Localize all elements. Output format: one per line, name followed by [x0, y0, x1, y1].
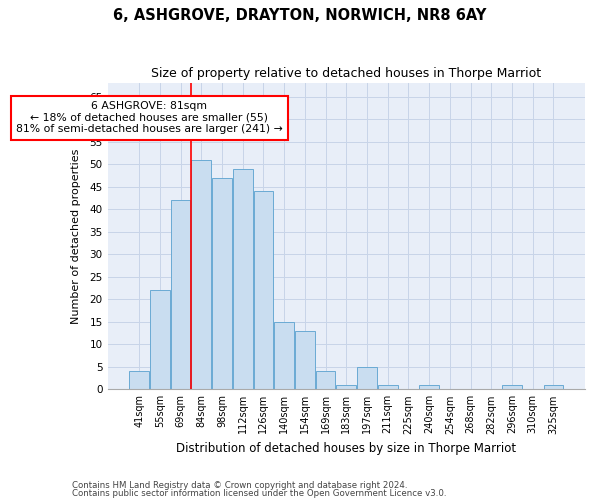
Title: Size of property relative to detached houses in Thorpe Marriot: Size of property relative to detached ho… [151, 68, 541, 80]
Text: 6, ASHGROVE, DRAYTON, NORWICH, NR8 6AY: 6, ASHGROVE, DRAYTON, NORWICH, NR8 6AY [113, 8, 487, 22]
Bar [274, 322, 294, 390]
Text: Contains public sector information licensed under the Open Government Licence v3: Contains public sector information licen… [72, 489, 446, 498]
Bar [191, 160, 211, 390]
Bar [254, 191, 273, 390]
Bar [150, 290, 170, 390]
Text: 6 ASHGROVE: 81sqm
← 18% of detached houses are smaller (55)
81% of semi-detached: 6 ASHGROVE: 81sqm ← 18% of detached hous… [16, 101, 283, 134]
Bar [502, 385, 522, 390]
Text: Contains HM Land Registry data © Crown copyright and database right 2024.: Contains HM Land Registry data © Crown c… [72, 480, 407, 490]
Bar [171, 200, 190, 390]
Bar [357, 367, 377, 390]
Bar [419, 385, 439, 390]
Bar [212, 178, 232, 390]
Bar [544, 385, 563, 390]
Bar [316, 372, 335, 390]
Bar [129, 372, 149, 390]
Bar [337, 385, 356, 390]
Bar [233, 168, 253, 390]
Bar [378, 385, 398, 390]
Bar [295, 331, 314, 390]
Y-axis label: Number of detached properties: Number of detached properties [71, 148, 81, 324]
X-axis label: Distribution of detached houses by size in Thorpe Marriot: Distribution of detached houses by size … [176, 442, 517, 455]
